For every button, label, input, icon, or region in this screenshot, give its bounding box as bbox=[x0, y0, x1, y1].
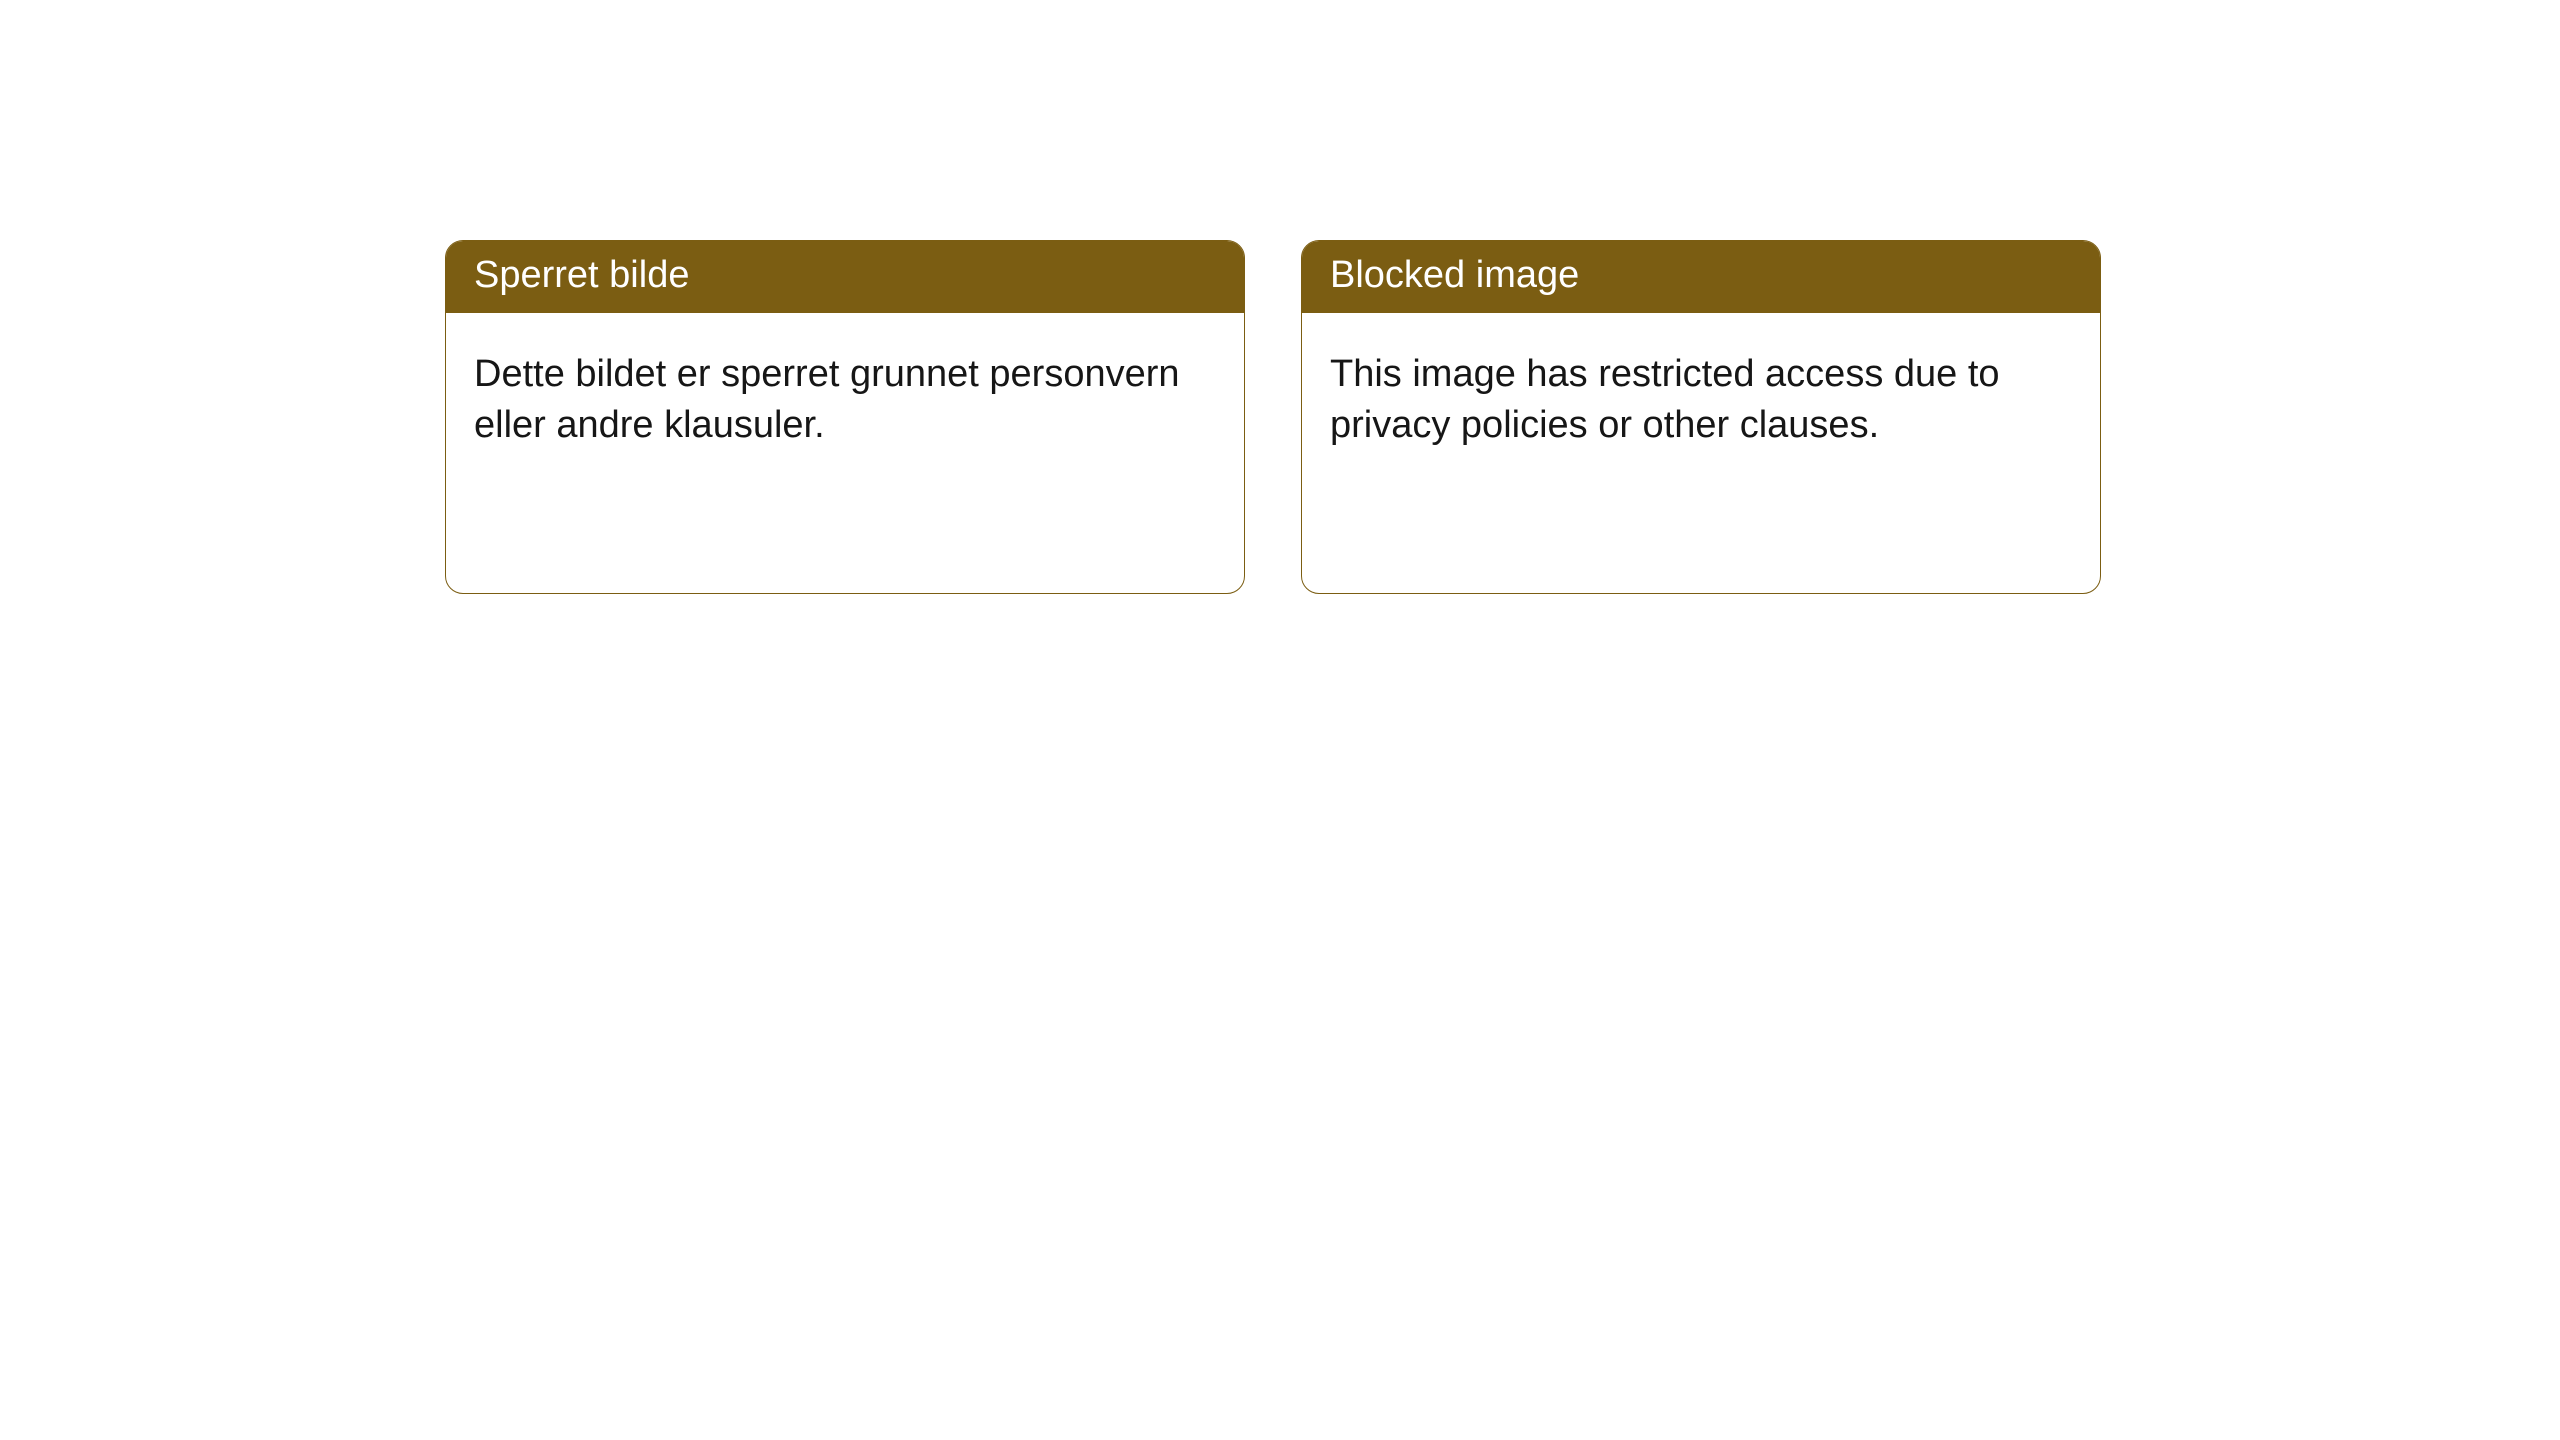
notice-message: Dette bildet er sperret grunnet personve… bbox=[446, 313, 1244, 593]
notice-message: This image has restricted access due to … bbox=[1302, 313, 2100, 593]
notice-title: Sperret bilde bbox=[446, 241, 1244, 313]
blocked-image-notices: Sperret bilde Dette bildet er sperret gr… bbox=[445, 240, 2101, 594]
notice-card-norwegian: Sperret bilde Dette bildet er sperret gr… bbox=[445, 240, 1245, 594]
notice-card-english: Blocked image This image has restricted … bbox=[1301, 240, 2101, 594]
notice-title: Blocked image bbox=[1302, 241, 2100, 313]
